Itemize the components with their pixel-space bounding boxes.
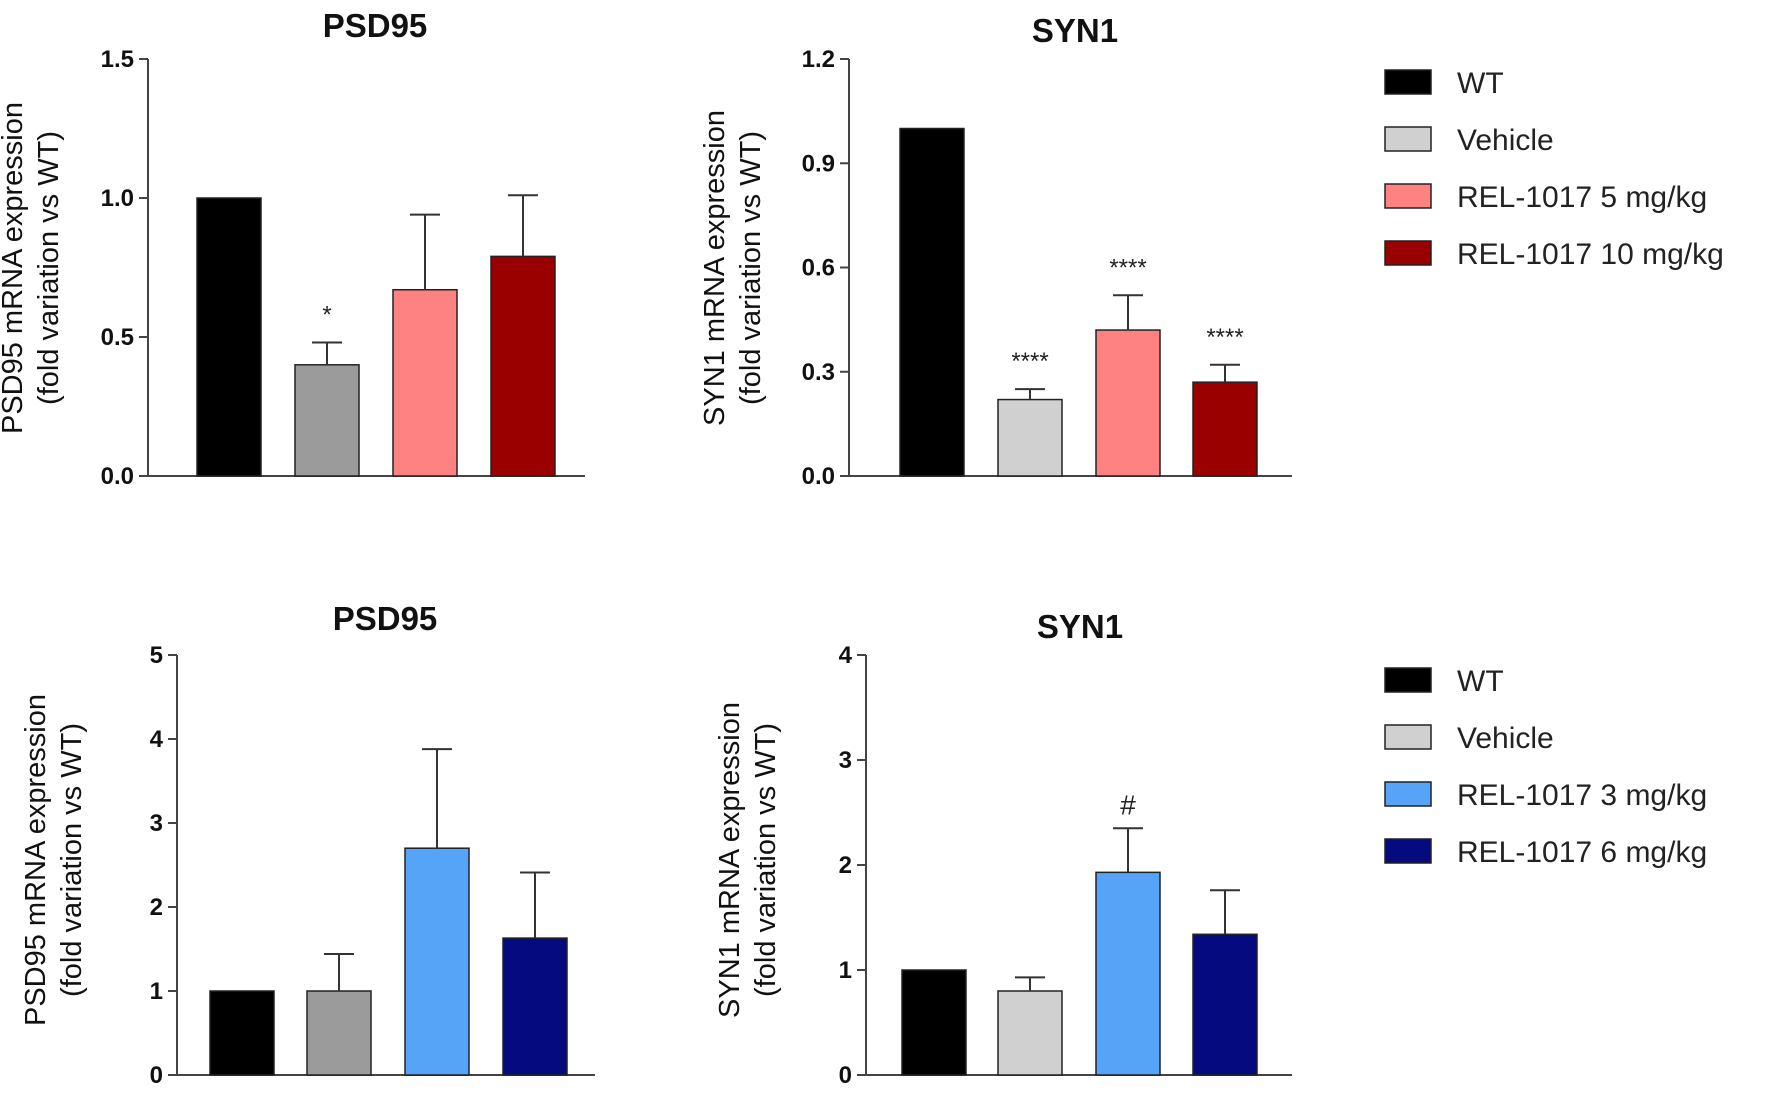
legend-label: Vehicle: [1457, 124, 1554, 157]
bar-1: [901, 969, 967, 1076]
legend-swatch: [1384, 183, 1432, 209]
chart-title: SYN1: [1037, 608, 1123, 645]
significance-marker: *: [322, 302, 331, 329]
legend-label: WT: [1457, 67, 1504, 100]
y-tick-label: 4: [150, 726, 164, 753]
bar-3: [1095, 871, 1161, 1076]
y-tick-label: 3: [839, 747, 852, 774]
y-axis-label-line: SYN1 mRNA expression: [699, 110, 731, 426]
bar-2: [294, 364, 360, 477]
y-tick-label: 1.0: [101, 185, 134, 212]
bar-4: [1192, 933, 1258, 1076]
y-tick-label: 1.2: [802, 46, 835, 73]
legend-label: REL-1017 10 mg/kg: [1457, 238, 1724, 271]
bar-4: [1192, 381, 1258, 477]
significance-marker: ****: [1206, 324, 1243, 351]
y-tick-label: 0.6: [802, 255, 835, 282]
y-axis-label-line: (fold variation vs WT): [56, 723, 88, 997]
chart-title: SYN1: [1032, 12, 1118, 49]
y-axis-label: SYN1 mRNA expression (fold variation vs W…: [699, 110, 767, 426]
bar-2: [997, 398, 1063, 477]
y-axis-label: PSD95 mRNA expression (fold variation vs …: [20, 694, 88, 1026]
bar-1: [196, 197, 262, 477]
y-tick-label: 0.0: [802, 463, 835, 490]
y-tick-label: 0: [150, 1062, 163, 1089]
legend-swatch: [1384, 126, 1432, 152]
legend-swatch: [1384, 838, 1432, 864]
y-tick-label: 5: [150, 642, 163, 669]
y-tick-label: 3: [150, 810, 163, 837]
significance-marker: #: [1120, 789, 1136, 820]
y-tick-label: 0.0: [101, 463, 134, 490]
legend-label: WT: [1457, 665, 1504, 698]
legend-swatch: [1384, 781, 1432, 807]
y-tick-label: 4: [839, 642, 853, 669]
bar-3: [392, 288, 458, 477]
y-axis-label-line: PSD95 mRNA expression: [0, 102, 29, 434]
legend-swatch: [1384, 724, 1432, 750]
significance-marker: ****: [1109, 254, 1146, 281]
chart-4: SYN1 SYN1 mRNA expression (fold variation …: [714, 608, 1292, 1089]
bar-3: [404, 847, 470, 1076]
bar-3: [1095, 329, 1161, 477]
legend-label: REL-1017 3 mg/kg: [1457, 779, 1707, 812]
bar-2: [306, 990, 372, 1076]
y-tick-label: 0.5: [101, 324, 134, 351]
legend-label: Vehicle: [1457, 722, 1554, 755]
significance-marker: ****: [1011, 348, 1048, 375]
legend-label: REL-1017 6 mg/kg: [1457, 836, 1707, 869]
y-axis-label: PSD95 mRNA expression (fold variation vs …: [0, 102, 65, 434]
chart-title: PSD95: [323, 7, 428, 44]
chart-2: SYN1 SYN1 mRNA expression (fold variation …: [699, 12, 1292, 490]
y-axis-label-line: (fold variation vs WT): [750, 723, 782, 997]
y-tick-label: 1: [839, 957, 852, 984]
y-axis-label-line: (fold variation vs WT): [735, 131, 767, 405]
y-axis-label-line: PSD95 mRNA expression: [20, 694, 52, 1026]
y-axis-label: SYN1 mRNA expression (fold variation vs W…: [714, 702, 782, 1018]
y-axis-label-line: SYN1 mRNA expression: [714, 702, 746, 1018]
y-tick-label: 2: [150, 894, 163, 921]
bar-2: [997, 990, 1063, 1076]
y-axis-label-line: (fold variation vs WT): [33, 131, 65, 405]
legend-swatch: [1384, 69, 1432, 95]
legend-swatch: [1384, 240, 1432, 266]
chart-3: PSD95 PSD95 mRNA expression (fold variatio…: [20, 600, 595, 1089]
bar-1: [899, 127, 965, 477]
legend-1: WT Vehicle REL-1017 5 mg/kg REL-1017 10 mg/…: [1384, 67, 1724, 271]
y-tick-label: 0.9: [802, 150, 835, 177]
legend-label: REL-1017 5 mg/kg: [1457, 181, 1707, 214]
bar-1: [209, 990, 275, 1076]
chart-1: PSD95 PSD95 mRNA expression (fold variatio…: [0, 7, 585, 490]
chart-title: PSD95: [333, 600, 438, 637]
bar-4: [490, 255, 556, 477]
bar-4: [502, 937, 568, 1076]
y-tick-label: 2: [839, 852, 852, 879]
y-tick-label: 1: [150, 978, 163, 1005]
y-tick-label: 0.3: [802, 359, 835, 386]
legend-swatch: [1384, 667, 1432, 693]
y-tick-label: 0: [839, 1062, 852, 1089]
legend-2: WT Vehicle REL-1017 3 mg/kg REL-1017 6 mg/k…: [1384, 665, 1707, 869]
y-tick-label: 1.5: [101, 46, 134, 73]
